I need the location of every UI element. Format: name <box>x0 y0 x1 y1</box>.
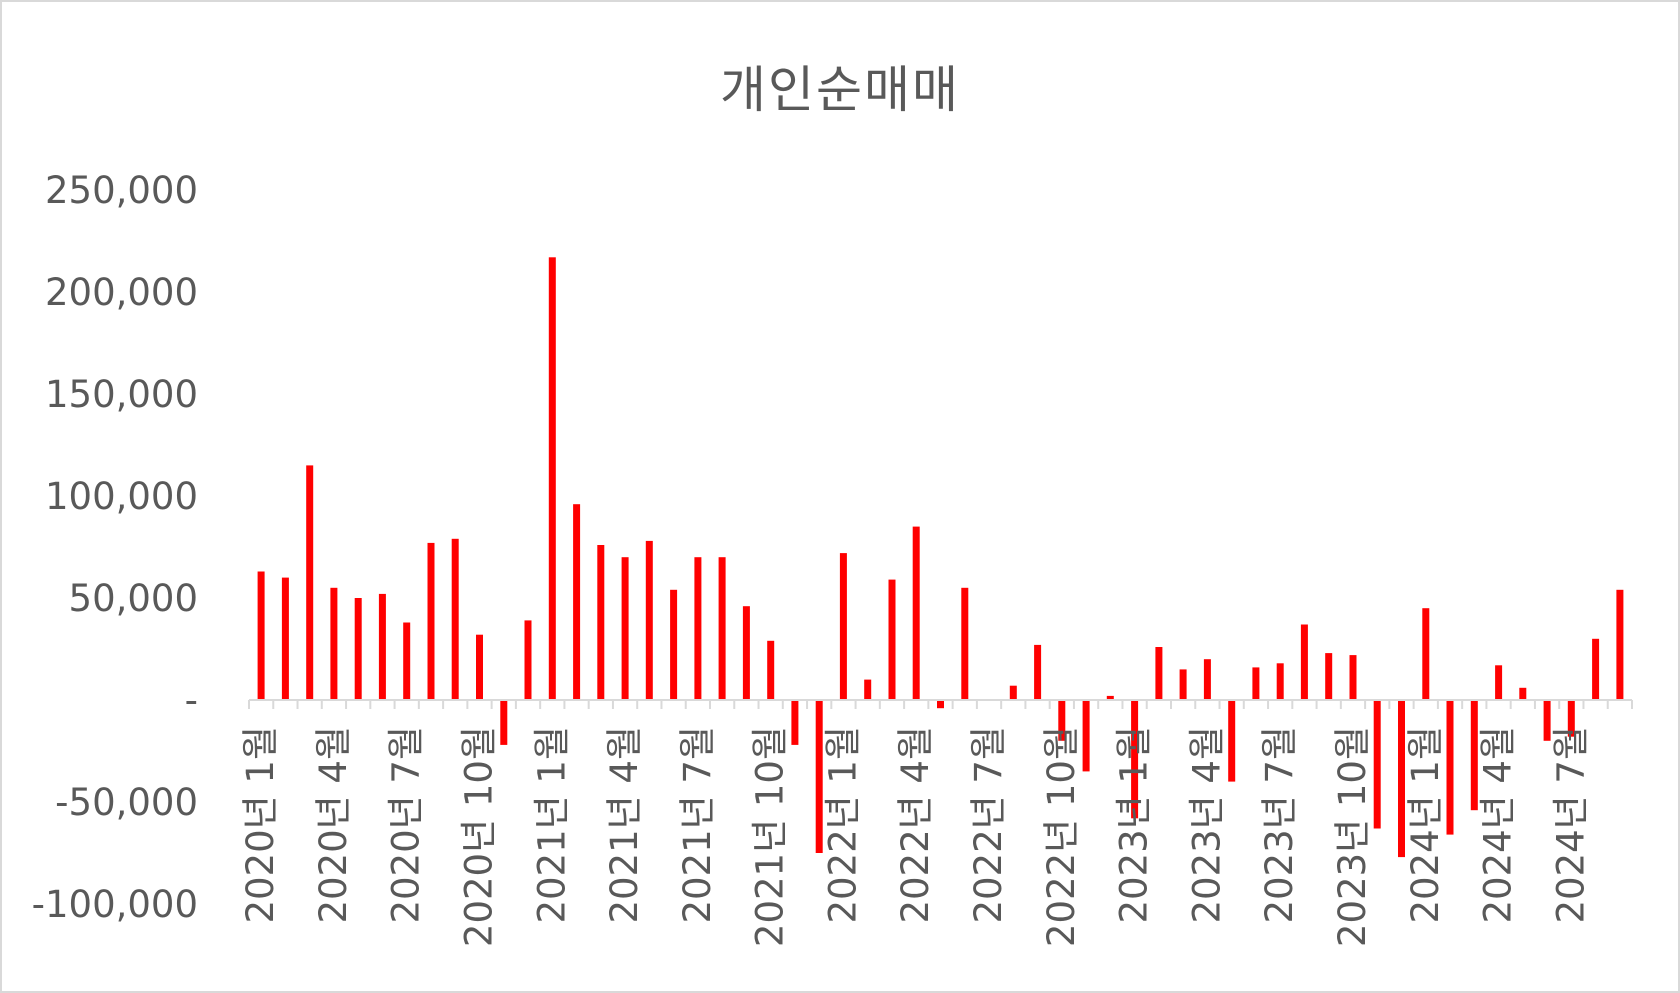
bar <box>573 504 581 700</box>
bar <box>694 557 702 700</box>
bar <box>839 553 847 700</box>
bar <box>961 587 969 700</box>
bar <box>645 540 653 700</box>
bar <box>330 587 338 700</box>
bar <box>1252 667 1260 700</box>
x-tick-label: 2022년 4월 <box>894 726 937 924</box>
bar <box>1082 700 1090 772</box>
bar <box>476 634 483 700</box>
bar <box>1276 663 1284 700</box>
bar <box>912 526 920 700</box>
y-tick-label: 250,000 <box>45 169 198 212</box>
bar <box>767 640 775 700</box>
x-tick-label: 2023년 10월 <box>1331 726 1374 947</box>
bar <box>1058 700 1066 741</box>
bar <box>864 679 872 700</box>
bar <box>500 700 508 745</box>
bar <box>597 545 605 700</box>
y-tick-label: -100,000 <box>32 883 198 926</box>
bar <box>815 700 823 853</box>
bar <box>1034 644 1042 700</box>
y-tick-label: 50,000 <box>69 577 198 620</box>
x-tick-label: 2020년 1월 <box>239 726 282 924</box>
bar <box>670 589 678 700</box>
bar <box>1009 685 1017 700</box>
bar <box>1519 687 1527 700</box>
bar <box>1446 700 1454 835</box>
bar <box>403 622 411 700</box>
x-tick-label: 2023년 4월 <box>1185 726 1228 924</box>
bar <box>1325 653 1333 700</box>
bar <box>306 465 314 700</box>
bar <box>791 700 799 745</box>
bar <box>427 542 435 700</box>
bar <box>1106 695 1114 700</box>
bar <box>354 598 362 700</box>
bar <box>257 571 265 700</box>
x-tick-label: 2020년 10월 <box>458 726 501 947</box>
bar <box>1470 700 1478 811</box>
bar <box>451 538 459 700</box>
y-tick-label: 200,000 <box>45 271 198 314</box>
bar <box>1228 700 1236 782</box>
y-tick-label: 100,000 <box>45 475 198 518</box>
bar <box>524 620 532 700</box>
bar <box>742 606 750 700</box>
bar <box>1203 659 1211 700</box>
bar <box>937 700 944 709</box>
x-tick-label: 2022년 10월 <box>1040 726 1083 947</box>
x-tick-label: 2022년 1월 <box>821 726 864 924</box>
bar <box>621 557 629 700</box>
x-tick-label: 2021년 7월 <box>676 726 719 924</box>
bar <box>1495 665 1503 700</box>
bar <box>1131 700 1139 819</box>
x-tick-label: 2023년 1월 <box>1113 726 1156 924</box>
x-tick-label: 2021년 1월 <box>530 726 573 924</box>
bar <box>1179 669 1187 700</box>
x-tick-label: 2021년 4월 <box>603 726 646 924</box>
x-tick-label: 2024년 1월 <box>1404 726 1447 924</box>
bar <box>1373 700 1381 829</box>
bar <box>1616 589 1624 700</box>
x-tick-label: 2020년 7월 <box>385 726 428 924</box>
x-tick-label: 2023년 7월 <box>1258 726 1301 924</box>
bar <box>1592 638 1600 700</box>
bar <box>718 557 726 700</box>
bar <box>1567 700 1575 737</box>
y-tick-label: 150,000 <box>45 373 198 416</box>
chart-title: 개인순매매 <box>720 61 960 119</box>
x-tick-label: 2024년 7월 <box>1549 726 1592 924</box>
bar <box>1300 624 1308 700</box>
bar <box>1349 655 1357 700</box>
x-tick-label: 2021년 10월 <box>749 726 792 947</box>
bar <box>1155 647 1163 700</box>
x-tick-label: 2022년 7월 <box>967 726 1010 924</box>
bar <box>281 577 289 700</box>
bar <box>1422 608 1430 700</box>
x-tick-label: 2024년 4월 <box>1477 726 1520 924</box>
bar <box>888 579 896 700</box>
x-tick-label: 2020년 4월 <box>312 726 355 924</box>
y-tick-label: -50,000 <box>55 781 198 824</box>
bar <box>378 593 386 700</box>
y-tick-label: - <box>185 679 198 722</box>
bar <box>1543 700 1551 741</box>
bar <box>1398 700 1405 858</box>
bar <box>548 257 556 700</box>
